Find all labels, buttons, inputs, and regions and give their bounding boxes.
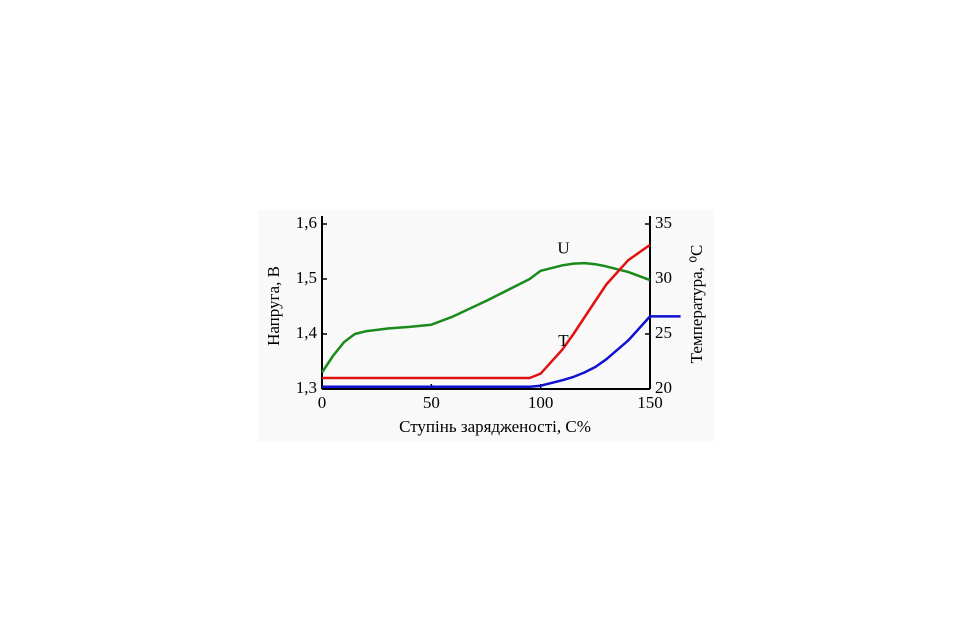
x-axis-label: Ступінь зарядженості, С% bbox=[399, 417, 591, 436]
chart-background bbox=[258, 210, 714, 442]
y-tick-label: 1,3 bbox=[296, 378, 317, 397]
series-line bbox=[322, 315, 681, 389]
y2-tick-label: 25 bbox=[655, 323, 672, 342]
y-tick-label: 1,6 bbox=[296, 213, 317, 232]
y-axis-label: Напруга, В bbox=[264, 266, 283, 346]
x-tick-label: 0 bbox=[318, 393, 327, 412]
series-label: T bbox=[558, 331, 569, 350]
x-tick-label: 150 bbox=[637, 393, 663, 412]
y2-tick-label: 35 bbox=[655, 213, 672, 232]
y-tick-label: 1,5 bbox=[296, 268, 317, 287]
series-line bbox=[320, 261, 651, 374]
y2-tick-label: 30 bbox=[655, 268, 672, 287]
x-tick-label: 50 bbox=[423, 393, 440, 412]
x-tick-label: 100 bbox=[528, 393, 554, 412]
y2-tick-label: 20 bbox=[655, 378, 672, 397]
series-label: U bbox=[557, 239, 569, 258]
series-line bbox=[322, 243, 651, 380]
y-tick-label: 1,4 bbox=[296, 323, 318, 342]
y2-axis-label: Температура, ⁰C bbox=[687, 245, 706, 364]
